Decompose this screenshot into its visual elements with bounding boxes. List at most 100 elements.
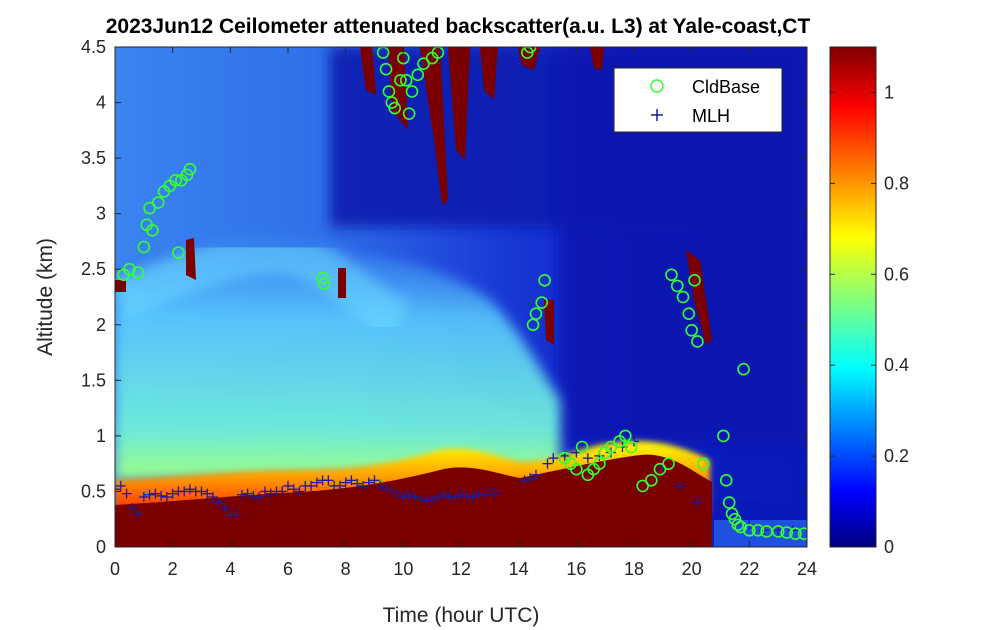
mlh-point — [519, 475, 530, 486]
heatmap-cloud-plume — [448, 47, 470, 160]
cldbase-point — [316, 271, 329, 285]
legend-mlh-label: MLH — [692, 106, 730, 126]
mlh-point — [490, 488, 501, 499]
cldbase-point — [143, 201, 156, 215]
heatmap-surface-layer — [115, 454, 712, 547]
heatmap-haze-streak — [115, 234, 410, 338]
mlh-point — [461, 490, 472, 501]
mlh-point — [409, 492, 420, 502]
cldbase-point — [624, 440, 638, 454]
colorbar-tick-label: 1 — [884, 82, 894, 102]
mlh-point — [115, 484, 120, 495]
cldbase-point — [123, 262, 136, 276]
mlh-point — [427, 495, 438, 506]
cldbase-point — [619, 429, 632, 443]
cldbase-point — [402, 107, 416, 120]
cldbase-point — [731, 518, 745, 532]
cldbase-point — [751, 524, 765, 537]
mlh-point — [144, 489, 155, 500]
y-tick-label: 1 — [96, 426, 106, 446]
mlh-point — [323, 475, 334, 486]
mlh-point — [525, 473, 536, 484]
cldbase-point — [379, 62, 393, 76]
x-tick-label: 10 — [393, 559, 413, 579]
cldbase-point — [722, 496, 736, 509]
mlh-point — [692, 497, 703, 508]
legend-cldbase-marker — [650, 79, 664, 93]
cldbase-point — [382, 85, 396, 98]
cldbase-point — [696, 457, 710, 470]
heatmap-cloud-plume — [186, 238, 196, 280]
colorbar — [829, 46, 877, 548]
cldbase-point — [575, 440, 589, 454]
cldbase-point — [151, 196, 165, 209]
cldbase-point — [670, 279, 684, 293]
y-tick-label: 2 — [96, 315, 106, 335]
y-tick-label: 4 — [96, 93, 106, 113]
y-tick-label: 4.5 — [81, 37, 106, 57]
heatmap-aerosol-layer — [115, 229, 560, 480]
mlh-point — [675, 480, 686, 491]
cldbase-point — [172, 246, 185, 259]
cldbase-point — [593, 457, 606, 470]
colorbar-tick-label: 0.2 — [884, 446, 909, 466]
mlh-point — [283, 480, 293, 491]
cldbase-point — [523, 47, 537, 54]
x-axis-label: Time (hour UTC) — [383, 604, 540, 627]
mlh-point — [467, 492, 478, 502]
mlh-point — [138, 492, 149, 502]
mlh-point — [473, 488, 484, 499]
cldbase-point — [604, 440, 618, 454]
x-tick-label: 18 — [624, 559, 644, 579]
cldbase-point — [388, 101, 401, 115]
mlh-point — [196, 486, 207, 497]
mlh-point — [288, 484, 299, 495]
cldbase-point — [538, 274, 551, 287]
mlh-point — [432, 492, 443, 502]
mlh-point — [357, 480, 368, 491]
cldbase-point — [685, 324, 698, 337]
mlh-point — [133, 508, 144, 519]
cldbase-point — [734, 520, 747, 534]
cldbase-point — [636, 479, 649, 493]
mlh-point — [277, 486, 288, 497]
heatmap-cloud-plume — [480, 47, 498, 100]
y-tick-label: 0.5 — [81, 481, 106, 501]
x-tick-label: 4 — [225, 559, 235, 579]
heatmap-cloud-plume — [115, 280, 126, 292]
mlh-point — [582, 453, 593, 464]
cldbase-point — [146, 224, 159, 237]
cldbase-point — [719, 474, 733, 487]
heatmap-cloud-plume — [338, 268, 346, 298]
chart-title: 2023Jun12 Ceilometer attenuated backscat… — [106, 15, 811, 38]
cldbase-point — [665, 268, 678, 282]
cldbase-point — [183, 162, 197, 176]
cldbase-point — [131, 266, 145, 279]
cldbase-point — [789, 527, 802, 540]
mlh-point — [715, 503, 726, 514]
heatmap-cloud-plume — [686, 250, 712, 345]
cldbase-point — [780, 526, 794, 539]
x-tick-label: 2 — [168, 559, 178, 579]
cldbase-point — [405, 85, 419, 98]
mlh-point — [254, 492, 265, 502]
mlh-series — [115, 436, 798, 536]
cldbase-point — [682, 307, 696, 320]
cldbase-point — [797, 527, 807, 540]
mlh-point — [231, 508, 242, 519]
mlh-point — [479, 489, 490, 500]
mlh-point — [352, 478, 363, 489]
y-axis: 0 0.5 1 1.5 2 2.5 3 3.5 4 4.5 — [81, 37, 807, 557]
x-tick-label: 8 — [341, 559, 351, 579]
cldbase-point — [644, 474, 658, 487]
cldbase-point — [529, 307, 543, 320]
mlh-point — [208, 492, 219, 502]
mlh-point — [265, 488, 276, 499]
heatmap-cloud-plume — [420, 47, 448, 205]
mlh-point — [398, 492, 409, 502]
mlh-point — [156, 490, 167, 501]
mlh-point — [219, 503, 230, 514]
colorbar-tick-label: 0.4 — [884, 355, 909, 375]
cldbase-point — [394, 74, 407, 87]
colorbar-tick-label: 0.6 — [884, 264, 909, 284]
